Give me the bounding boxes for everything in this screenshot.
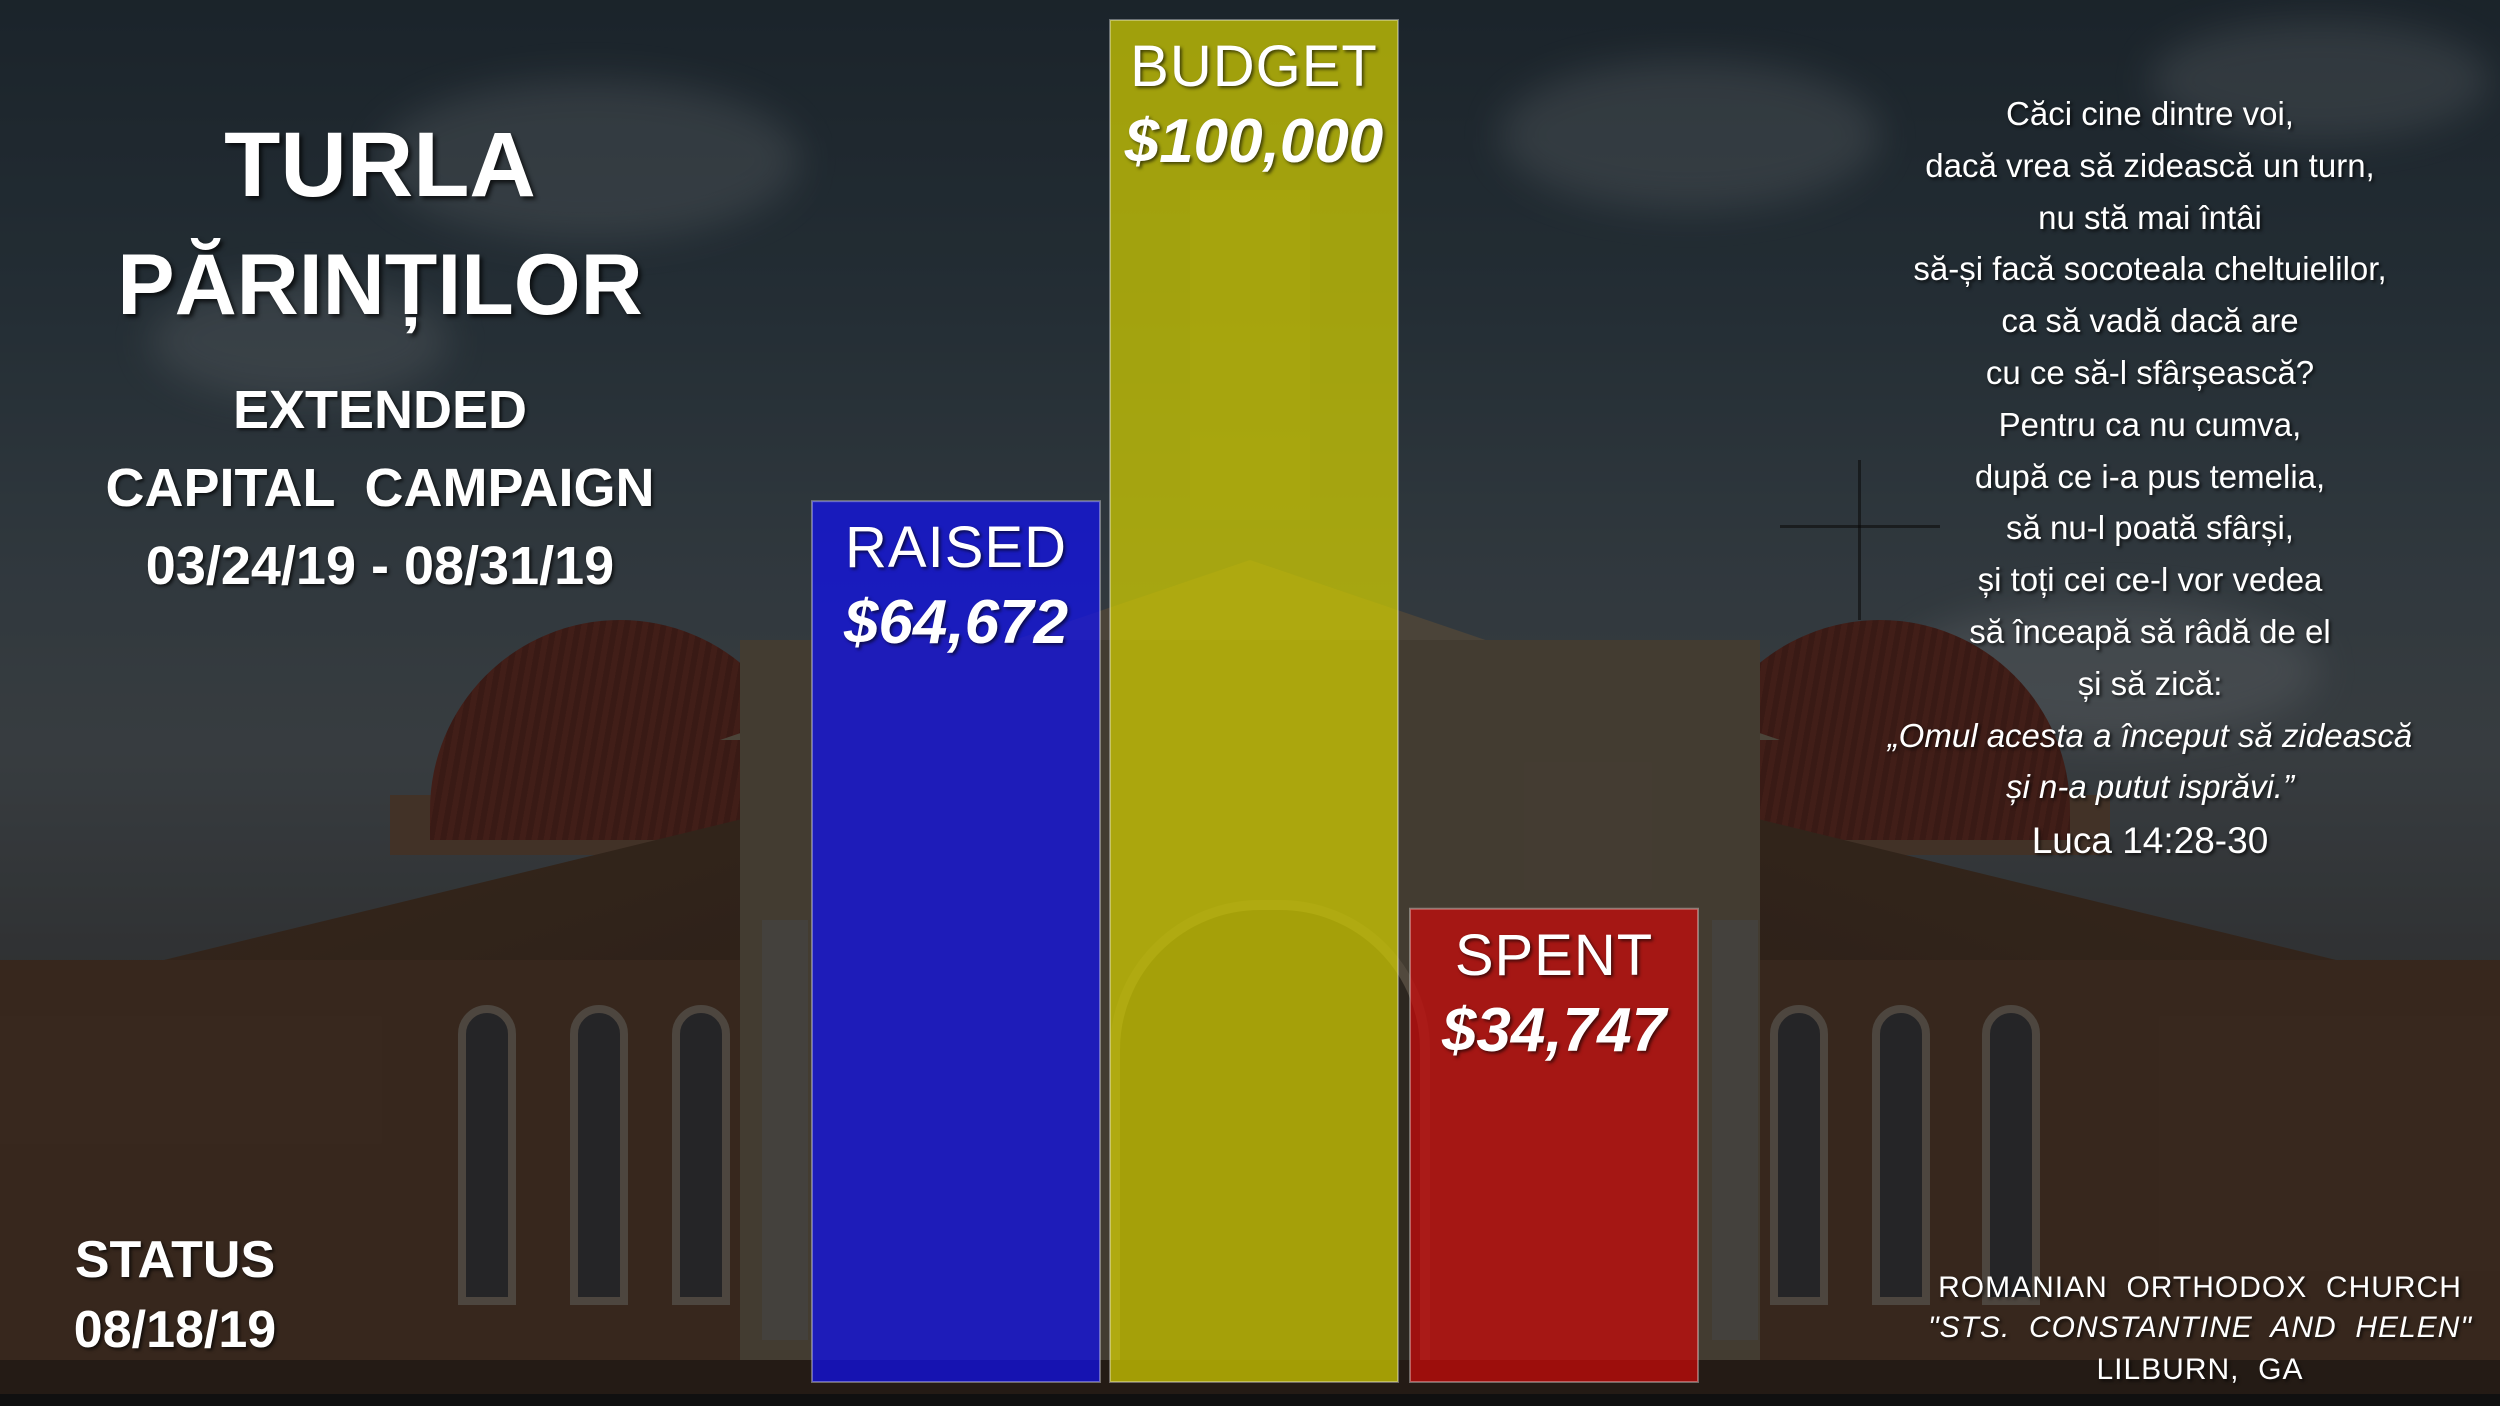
church-window [570,1005,628,1305]
bar-value-raised: $64,672 [843,588,1069,658]
verse-line: și toți cei ce-l vor vedea [1977,561,2323,599]
verse-line: și să zică: [2077,664,2223,702]
bar-label-budget: BUDGET $100,000 [1110,32,1398,182]
bar-budget [1109,19,1399,1383]
verse-line: Căci cine dintre voi, [2006,95,2294,132]
bar-spent [1409,907,1699,1383]
church-location: LILBURN, GA [2096,1353,2304,1386]
church-name-line1: ROMANIAN ORTHODOX CHURCH [1938,1271,2462,1304]
cloud [380,80,800,240]
campaign-title-line2: PĂRINȚILOR [117,237,643,333]
campaign-title-line1: TURLA [224,114,536,216]
cloud [1500,60,1880,210]
bar-value-spent: $34,747 [1441,995,1667,1065]
church-window [672,1005,730,1305]
campaign-date-range: 03/24/19 - 08/31/19 [145,536,615,596]
bar-label-spent: SPENT $34,747 [1410,921,1698,1071]
church-name-line2: "STS. CONSTANTINE AND HELEN" [1927,1311,2473,1344]
verse-line: să nu-l poată sfârși, [2006,509,2294,547]
verse-quote-line: și n-a putut isprăvi.” [2006,768,2294,806]
church-window [1770,1005,1828,1305]
verse-quote-line: „Omul acesta a început să zidească [1887,716,2413,754]
cross-icon [1858,460,1861,620]
cloud [150,280,450,400]
bar-category-spent: SPENT [1454,922,1654,988]
status-date: 08/18/19 [73,1301,277,1359]
verse-line: nu stă mai întâi [2038,198,2262,236]
bar-value-budget: $100,000 [1124,107,1384,176]
church-window [1872,1005,1930,1305]
verse-line: cu ce să-l sfârșească? [1985,353,2315,391]
church-window [1982,1005,2040,1305]
verse-line: după ce i-a pus temelia, [1974,457,2326,495]
verse-line: Pentru ca nu cumva, [1998,405,2302,443]
verse-line: să înceapă să râdă de el [1969,612,2331,650]
bar-label-raised: RAISED $64,672 [812,513,1100,663]
bar-category-budget: BUDGET [1130,34,1378,99]
campaign-subtitle-capital: CAPITAL CAMPAIGN [105,458,655,518]
campaign-subtitle-extended: EXTENDED [232,380,528,440]
verse-line: să-și facă socoteala cheltuielilor, [1913,250,2387,288]
church-window [458,1005,516,1305]
verse-line: ca să vadă dacă are [2001,302,2299,340]
bottom-border [0,1394,2500,1406]
bible-verse: Căci cine dintre voi, dacă vrea să zidea… [1830,88,2470,813]
column [1712,920,1758,1340]
cloud [2150,20,2490,140]
verse-line: dacă vrea să zidească un turn, [1925,146,2375,184]
verse-reference: Luca 14:28-30 [2031,820,2269,861]
column [762,920,808,1340]
bar-raised [811,500,1101,1383]
status-label: STATUS [74,1231,276,1289]
bar-category-raised: RAISED [845,515,1067,581]
